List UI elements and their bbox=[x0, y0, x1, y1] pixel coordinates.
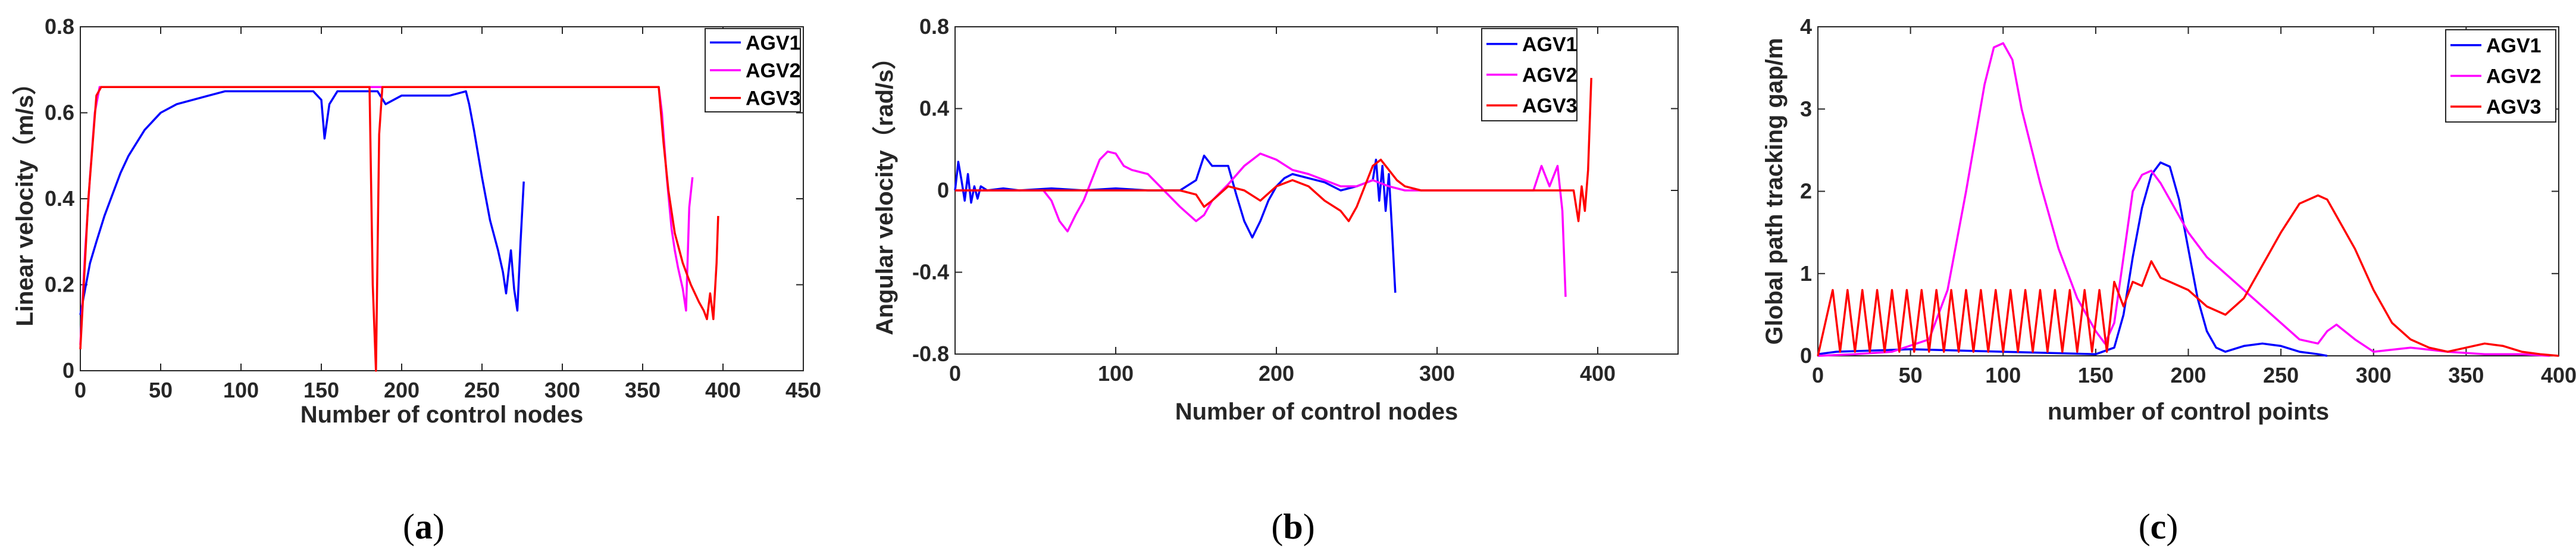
legend-label-agv2: AGV2 bbox=[2486, 65, 2541, 88]
plot-frame-c bbox=[1817, 26, 2559, 356]
chart-panel-c: 0 50 100 150 200 250 300 350 400 0 1 2 3 4 number of… bbox=[1761, 14, 2576, 425]
y-axis-label-b: Angular velocity（rad/s） bbox=[872, 46, 898, 336]
x-tick-labels-a: 0 50 100 150 200 250 300 350 400 450 bbox=[74, 378, 821, 402]
series-line-agv1 bbox=[1817, 161, 2328, 357]
series-line-agv3 bbox=[1817, 194, 2559, 357]
legend-label-agv3: AGV3 bbox=[1522, 95, 1577, 117]
caption-b-open: ( bbox=[1271, 507, 1283, 546]
x-tick-label: 0 bbox=[74, 378, 86, 402]
y-tick-label: 0.8 bbox=[919, 14, 949, 39]
x-tick-label: 100 bbox=[1098, 361, 1134, 386]
x-axis-label-c: number of control points bbox=[2048, 399, 2329, 425]
x-tick-labels-b: 0 100 200 300 400 bbox=[949, 361, 1616, 386]
x-tick-label: 400 bbox=[705, 378, 741, 402]
x-tick-label: 0 bbox=[1812, 363, 1824, 387]
legend-b: AGV1 AGV2 AGV3 bbox=[1481, 28, 1577, 121]
legend-label-agv2: AGV2 bbox=[746, 60, 801, 82]
x-tick-label: 300 bbox=[1419, 361, 1455, 386]
caption-b: (b) bbox=[1271, 507, 1314, 546]
caption-c-open: ( bbox=[2139, 507, 2151, 546]
y-tick-label: 0.4 bbox=[919, 96, 949, 121]
x-tick-label: 200 bbox=[1259, 361, 1294, 386]
x-tick-label: 250 bbox=[464, 378, 500, 402]
caption-a: (a) bbox=[403, 507, 445, 546]
y-tick-label: -0.8 bbox=[912, 342, 949, 366]
legend-label-agv1: AGV1 bbox=[1522, 33, 1577, 56]
y-axis-label-c: Global path tracking gap/m bbox=[1761, 38, 1788, 345]
y-tick-label: -0.4 bbox=[912, 260, 949, 284]
x-tick-label: 450 bbox=[785, 378, 821, 402]
x-tick-label: 350 bbox=[2448, 363, 2484, 387]
x-tick-label: 100 bbox=[1985, 363, 2021, 387]
caption-a-open: ( bbox=[403, 507, 415, 546]
x-tick-label: 0 bbox=[949, 361, 961, 386]
plot-frame-a bbox=[80, 26, 804, 371]
series-line-agv3 bbox=[955, 77, 1592, 223]
x-tick-label: 300 bbox=[544, 378, 580, 402]
caption-c-close: ) bbox=[2166, 507, 2178, 546]
y-tick-label: 0.8 bbox=[45, 14, 74, 39]
caption-a-letter: a bbox=[415, 507, 433, 546]
x-tick-label: 300 bbox=[2356, 363, 2392, 387]
caption-c: (c) bbox=[2139, 507, 2179, 546]
chart-panel-b: 0 100 200 300 400 -0.8 -0.4 0 0.4 0.8 Number of … bbox=[872, 14, 1679, 425]
caption-b-letter: b bbox=[1283, 507, 1303, 546]
x-tick-label: 400 bbox=[2541, 363, 2576, 387]
x-tick-label: 400 bbox=[1580, 361, 1616, 386]
x-tick-label: 200 bbox=[2170, 363, 2206, 387]
x-tick-labels-c: 0 50 100 150 200 250 300 350 400 bbox=[1812, 363, 2576, 387]
series-line-agv1 bbox=[954, 154, 1397, 293]
x-tick-label: 150 bbox=[2078, 363, 2114, 387]
series-line-agv1 bbox=[79, 90, 525, 315]
y-tick-label: 0.2 bbox=[45, 273, 74, 297]
legend-a: AGV1 AGV2 AGV3 bbox=[705, 28, 801, 112]
y-tick-label: 0 bbox=[937, 178, 949, 202]
caption-b-close: ) bbox=[1303, 507, 1315, 546]
y-tick-label: 0 bbox=[62, 358, 74, 383]
x-axis-label-a: Number of control nodes bbox=[301, 402, 584, 428]
series-lines-c bbox=[1817, 42, 2559, 357]
x-tick-label: 150 bbox=[303, 378, 339, 402]
series-line-agv2 bbox=[1817, 42, 2550, 357]
series-line-agv3 bbox=[79, 86, 719, 372]
x-tick-label: 200 bbox=[384, 378, 420, 402]
series-lines-a bbox=[79, 86, 719, 372]
legend-label-agv3: AGV3 bbox=[2486, 96, 2541, 118]
x-axis-label-b: Number of control nodes bbox=[1175, 399, 1458, 425]
y-tick-label: 1 bbox=[1800, 261, 1812, 286]
legend-label-agv3: AGV3 bbox=[746, 87, 801, 110]
legend-label-agv1: AGV1 bbox=[2486, 35, 2541, 57]
caption-a-close: ) bbox=[433, 507, 445, 546]
y-tick-labels-a: 0 0.2 0.4 0.6 0.8 bbox=[45, 14, 74, 383]
caption-c-letter: c bbox=[2151, 507, 2167, 546]
y-axis-label-a: Linear velocity（m/s） bbox=[12, 71, 38, 326]
series-lines-b bbox=[954, 77, 1592, 297]
x-tick-label: 350 bbox=[625, 378, 661, 402]
y-tick-label: 0.6 bbox=[45, 101, 74, 125]
chart-panel-a: 0 50 100 150 200 250 300 350 400 450 0 0.2 0.4 0.6 0.… bbox=[12, 14, 821, 428]
y-tick-labels-b: -0.8 -0.4 0 0.4 0.8 bbox=[912, 14, 949, 366]
y-tick-label: 3 bbox=[1800, 96, 1812, 121]
y-tick-labels-c: 0 1 2 3 4 bbox=[1800, 14, 1812, 368]
y-tick-label: 2 bbox=[1800, 179, 1812, 204]
legend-label-agv1: AGV1 bbox=[746, 32, 801, 54]
y-tick-label: 4 bbox=[1800, 14, 1812, 39]
legend-c: AGV1 AGV2 AGV3 bbox=[2445, 29, 2556, 123]
y-tick-label: 0.4 bbox=[45, 186, 74, 211]
x-tick-label: 50 bbox=[1899, 363, 1923, 387]
x-tick-label: 250 bbox=[2263, 363, 2299, 387]
x-tick-label: 100 bbox=[223, 378, 259, 402]
y-tick-label: 0 bbox=[1800, 343, 1812, 368]
legend-label-agv2: AGV2 bbox=[1522, 64, 1577, 87]
x-tick-label: 50 bbox=[149, 378, 173, 402]
tick-marks-b bbox=[954, 26, 1678, 355]
